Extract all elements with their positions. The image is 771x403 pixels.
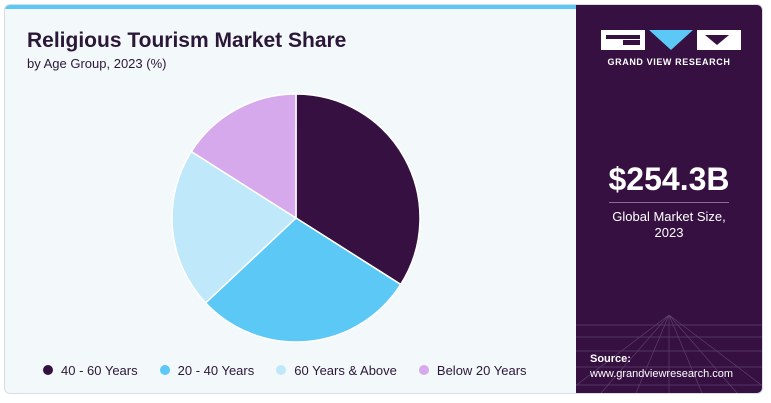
legend-dot [159,365,170,375]
chart-card: Religious Tourism Market Share by Age Gr… [4,4,763,394]
decorative-grid [576,314,762,393]
legend-item-20-40: 20 - 40 Years [159,362,255,378]
legend-label: 20 - 40 Years [177,362,255,378]
pie-slice-20-40-years [204,217,402,343]
legend-label: 40 - 60 Years [61,362,138,378]
legend-dot [418,365,429,375]
chart-subtitle: by Age Group, 2023 (%) [27,56,167,71]
pie-chart [171,93,421,343]
sidebar-panel: GRAND VIEW RESEARCH $254.3B Global Marke… [576,5,762,393]
caption-line-1: Global Market Size, [612,209,726,224]
market-size-caption: Global Market Size, 2023 [576,209,762,241]
grand-view-research-logo [601,30,741,50]
source-url: www.grandviewresearch.com [590,368,734,380]
legend-item-below-20: Below 20 Years [418,362,527,378]
brand-name: GRAND VIEW RESEARCH [607,57,731,67]
divider [609,202,729,203]
pie-slices [171,93,421,343]
legend: 40 - 60 Years 20 - 40 Years 60 Years & A… [43,360,549,380]
legend-dot [276,365,287,375]
legend-item-60-above: 60 Years & Above [276,363,397,378]
source-label: Source: [590,353,631,365]
pie-slice-60-years-above [171,150,298,304]
legend-item-40-60: 40 - 60 Years [43,363,138,378]
market-size-value: $254.3B [608,161,730,197]
accent-bar [5,5,576,9]
legend-dot [43,365,53,375]
legend-label: Below 20 Years [436,362,527,378]
pie-slice-below-20-years [190,93,297,220]
legend-label: 60 Years & Above [294,362,397,378]
caption-line-2: 2023 [654,225,684,240]
chart-title: Religious Tourism Market Share [27,29,347,52]
